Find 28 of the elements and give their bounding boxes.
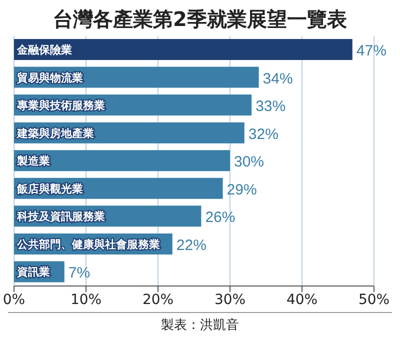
- y-tick-label: 公共部門、健康與社會服務業: [16, 238, 160, 251]
- data-label: 30%: [234, 154, 264, 171]
- data-label: 7%: [68, 264, 90, 282]
- x-tick-label: 10%: [70, 292, 102, 308]
- y-tick-label: 資訊業: [16, 266, 50, 279]
- data-label: 22%: [176, 236, 206, 254]
- y-tick-label: 科技及資訊服務業: [16, 210, 105, 224]
- x-tick-label: 20%: [142, 292, 174, 308]
- data-label: 33%: [256, 98, 286, 116]
- x-tick-label: 40%: [286, 292, 318, 308]
- data-label: 47%: [356, 42, 386, 60]
- y-tick-label: 貿易與物流業: [16, 71, 83, 84]
- data-label: 26%: [205, 209, 236, 226]
- data-label: 29%: [226, 181, 257, 198]
- x-tick-label: 50%: [358, 292, 390, 308]
- x-tick-label: 30%: [214, 292, 246, 308]
- data-label: 32%: [248, 126, 278, 143]
- bar: [14, 150, 230, 172]
- y-tick-label: 金融保險業: [16, 44, 72, 56]
- bar: [14, 39, 352, 60]
- chart-title: 台灣各產業第2季就業展望一覽表: [52, 6, 348, 33]
- data-label: 34%: [262, 70, 293, 88]
- text: 製表：洪凱音: [8, 312, 392, 334]
- x-tick-label: 0%: [2, 292, 26, 308]
- y-tick-label: 飯店與觀光業: [16, 182, 83, 196]
- y-tick-label: 建築與房地產業: [16, 126, 94, 140]
- y-tick-label: 專業與技術服務業: [16, 99, 105, 112]
- y-tick-label: 製造業: [16, 154, 50, 168]
